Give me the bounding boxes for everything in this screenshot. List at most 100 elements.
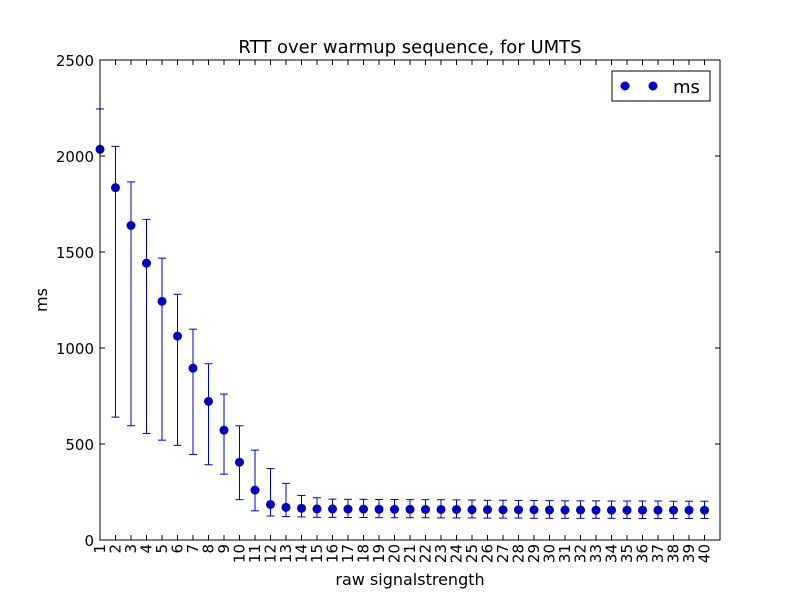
data-point xyxy=(250,485,260,495)
x-tick-label: 5 xyxy=(153,544,171,554)
error-bar xyxy=(189,328,197,456)
x-tick-label: 38 xyxy=(665,544,683,563)
error-bar xyxy=(158,257,166,441)
data-point xyxy=(111,183,120,193)
x-tick-label: 6 xyxy=(169,544,187,554)
x-tick-label: 34 xyxy=(603,544,621,563)
x-tick-label: 35 xyxy=(618,544,636,563)
data-point xyxy=(669,505,678,515)
data-point xyxy=(235,457,244,467)
x-tick-label: 7 xyxy=(184,544,202,554)
x-tick-label: 36 xyxy=(634,544,652,563)
error-bar xyxy=(251,449,259,512)
x-tick-label: 17 xyxy=(339,544,357,563)
plot-layer xyxy=(95,108,709,540)
data-point xyxy=(126,221,136,231)
x-tick-label: 13 xyxy=(277,544,295,563)
x-tick-label: 3 xyxy=(122,544,140,554)
data-point xyxy=(374,504,384,514)
x-tick-label: 30 xyxy=(541,544,559,563)
x-axis: 1234567891011121314151617181920212223242… xyxy=(91,60,714,563)
data-point xyxy=(529,505,539,515)
chart-title: RTT over warmup sequence, for UMTS xyxy=(238,37,581,58)
x-tick-label: 40 xyxy=(696,544,714,563)
data-point xyxy=(173,331,182,341)
data-point xyxy=(483,505,492,515)
data-point xyxy=(281,502,291,512)
legend-marker xyxy=(648,81,658,91)
x-tick-label: 28 xyxy=(510,544,528,563)
data-point xyxy=(359,504,368,514)
data-point xyxy=(591,505,601,515)
x-tick-label: 8 xyxy=(200,544,218,554)
legend-label: ms xyxy=(673,77,700,98)
x-tick-label: 39 xyxy=(680,544,698,563)
data-point xyxy=(607,505,616,515)
y-tick-label: 1500 xyxy=(56,244,94,262)
data-point xyxy=(297,503,306,513)
x-tick-label: 12 xyxy=(262,544,280,563)
data-point xyxy=(700,505,709,515)
x-tick-label: 24 xyxy=(448,544,466,563)
x-tick-label: 9 xyxy=(215,544,233,554)
x-tick-label: 23 xyxy=(432,544,450,563)
data-point xyxy=(219,425,229,435)
data-point xyxy=(436,504,446,514)
x-tick-label: 1 xyxy=(91,544,109,554)
x-tick-label: 4 xyxy=(138,544,156,554)
x-tick-label: 21 xyxy=(401,544,419,563)
x-axis-label: raw signalstrength xyxy=(335,570,484,589)
x-tick-label: 19 xyxy=(370,544,388,563)
data-point xyxy=(638,505,647,515)
y-axis: 0 500 1000 1500 2000 2500 xyxy=(56,52,720,550)
data-point xyxy=(498,505,508,515)
y-tick-label: 1000 xyxy=(56,340,94,358)
data-point xyxy=(560,505,570,515)
axes-frame xyxy=(99,59,721,541)
data-point xyxy=(405,504,415,514)
data-point xyxy=(467,505,477,515)
x-tick-label: 20 xyxy=(386,544,404,563)
data-point xyxy=(188,363,198,373)
legend-marker xyxy=(620,81,630,91)
y-axis-label: ms xyxy=(32,288,51,312)
x-tick-label: 10 xyxy=(231,544,249,563)
data-point xyxy=(576,505,585,515)
y-tick-label: 0 xyxy=(84,532,94,550)
data-point xyxy=(622,505,632,515)
x-tick-label: 31 xyxy=(556,544,574,563)
x-tick-label: 32 xyxy=(572,544,590,563)
x-tick-label: 37 xyxy=(649,544,667,563)
x-tick-label: 33 xyxy=(587,544,605,563)
legend: ms xyxy=(611,70,711,102)
x-tick-label: 18 xyxy=(355,544,373,563)
data-point xyxy=(312,504,322,514)
x-tick-label: 27 xyxy=(494,544,512,563)
data-point xyxy=(328,504,337,514)
x-tick-label: 14 xyxy=(293,544,311,563)
x-tick-label: 16 xyxy=(324,544,342,563)
x-tick-label: 25 xyxy=(463,544,481,563)
x-tick-label: 2 xyxy=(107,544,125,554)
data-point xyxy=(266,499,275,509)
x-tick-label: 15 xyxy=(308,544,326,563)
y-tick-label: 500 xyxy=(65,436,94,454)
data-point xyxy=(157,296,167,306)
y-tick-label: 2500 xyxy=(56,52,94,70)
error-bar xyxy=(142,218,151,434)
data-point xyxy=(343,504,353,514)
data-point xyxy=(204,396,213,406)
data-point xyxy=(142,258,151,268)
error-bar xyxy=(127,181,135,427)
x-tick-label: 29 xyxy=(525,544,543,563)
error-bar xyxy=(204,363,213,466)
x-tick-label: 11 xyxy=(246,544,264,563)
data-point xyxy=(545,505,554,515)
x-tick-label: 22 xyxy=(417,544,435,563)
data-point xyxy=(421,504,430,514)
data-point xyxy=(684,505,694,515)
error-bar xyxy=(173,293,182,446)
x-tick-label: 26 xyxy=(479,544,497,563)
data-point xyxy=(390,504,399,514)
